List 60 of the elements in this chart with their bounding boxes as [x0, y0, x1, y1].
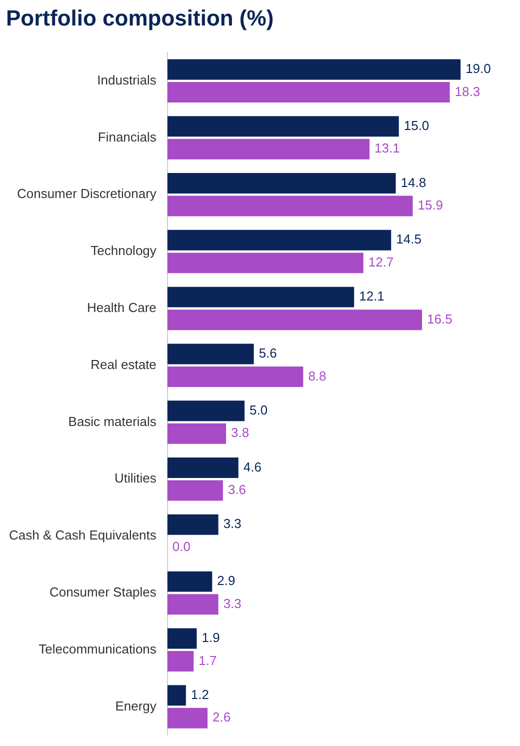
y-tick-label: Cash & Cash Equivalents — [8, 528, 157, 543]
bar — [167, 252, 364, 274]
data-label: 15.0 — [404, 118, 430, 133]
data-label: 5.6 — [258, 346, 277, 361]
data-label: 3.6 — [228, 482, 246, 498]
bar — [167, 594, 218, 615]
bar — [167, 286, 354, 308]
data-label: 18.3 — [454, 84, 480, 99]
bar — [167, 458, 238, 478]
y-tick-label: Consumer Staples — [49, 584, 157, 600]
bar — [167, 628, 197, 649]
y-tick-label: Technology — [90, 243, 157, 258]
data-label: 1.9 — [202, 630, 220, 646]
bar — [167, 708, 208, 728]
data-label: 1.7 — [198, 652, 217, 668]
y-tick-label: Health Care — [87, 300, 156, 316]
bar — [167, 423, 226, 444]
chart-title: Portfolio composition (%) — [6, 5, 274, 30]
data-label: 3.8 — [231, 425, 250, 440]
bar — [167, 173, 396, 194]
data-label: 19.0 — [466, 61, 491, 76]
data-label: 3.3 — [223, 516, 242, 532]
bar — [167, 480, 223, 501]
bar — [167, 196, 413, 216]
data-label: 13.1 — [374, 140, 400, 156]
bar — [167, 82, 450, 102]
y-tick-label: Consumer Discretionary — [16, 186, 157, 202]
bar — [167, 571, 212, 592]
bar — [167, 400, 245, 422]
y-tick-label: Energy — [115, 698, 157, 714]
bar — [167, 138, 370, 160]
data-label: 12.1 — [359, 288, 384, 304]
data-label: 4.6 — [243, 459, 262, 474]
bar — [167, 344, 254, 364]
y-tick-label: Industrials — [97, 72, 157, 88]
data-label: 16.5 — [426, 311, 452, 326]
bar — [167, 230, 392, 250]
data-label: 2.6 — [212, 710, 231, 725]
bar — [167, 514, 218, 535]
y-tick-label: Utilities — [114, 470, 157, 486]
bar — [167, 310, 422, 330]
data-label: 5.0 — [250, 402, 268, 418]
y-tick-label: Financials — [98, 129, 157, 144]
y-tick-label: Basic materials — [68, 414, 157, 429]
data-label: 2.9 — [217, 573, 236, 588]
bar — [167, 650, 194, 672]
bar — [167, 116, 399, 137]
bar — [167, 59, 461, 80]
data-label: 14.5 — [396, 232, 422, 247]
data-label: 12.7 — [368, 254, 394, 270]
data-label: 1.2 — [190, 686, 210, 702]
data-label: 8.8 — [308, 368, 326, 384]
bar — [167, 685, 186, 706]
data-label: 14.8 — [400, 174, 426, 190]
y-tick-label: Real estate — [90, 356, 156, 372]
y-tick-label: Telecommunications — [38, 641, 157, 656]
bar — [167, 366, 304, 387]
data-label: 3.3 — [223, 596, 242, 611]
data-label: 0.0 — [172, 539, 190, 554]
data-label: 15.9 — [418, 198, 444, 213]
